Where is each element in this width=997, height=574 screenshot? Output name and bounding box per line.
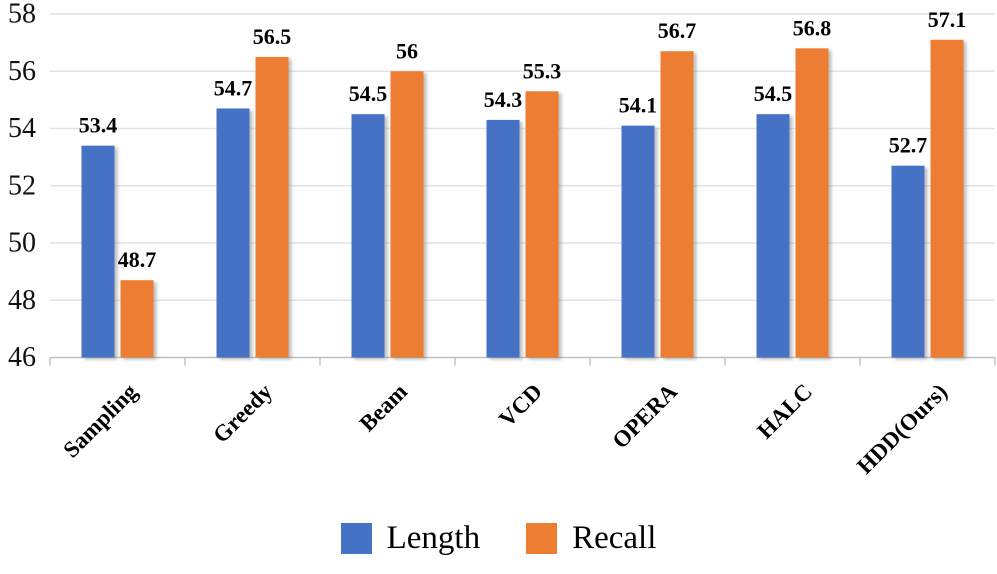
bar-recall-3 <box>525 91 559 358</box>
bar-recall-0 <box>120 280 154 358</box>
x-category-label-0: Sampling <box>58 379 142 463</box>
bar-length-6 <box>891 165 925 358</box>
bar-length-3 <box>486 119 520 358</box>
chart-legend: Length Recall <box>0 502 997 574</box>
x-category-label-2: Beam <box>355 379 412 436</box>
value-label-recall-0: 48.7 <box>118 247 157 272</box>
legend-swatch-recall <box>526 522 558 554</box>
value-label-recall-5: 56.8 <box>793 15 832 40</box>
x-category-label-6: HDD(Ours) <box>852 379 952 479</box>
y-tick-label: 56 <box>8 56 36 87</box>
value-label-recall-6: 57.1 <box>928 7 967 32</box>
y-tick-label: 58 <box>8 0 36 30</box>
bars <box>81 39 964 358</box>
value-label-length-6: 52.7 <box>889 133 928 158</box>
value-label-recall-1: 56.5 <box>253 24 292 49</box>
x-category-label-3: VCD <box>494 379 547 432</box>
bar-recall-1 <box>255 56 289 358</box>
y-tick-label: 54 <box>8 113 36 144</box>
bar-length-0 <box>81 145 115 358</box>
value-label-recall-2: 56 <box>396 38 418 63</box>
value-labels: 53.4 48.7 54.7 56.5 54.5 56 54.355.3 54.1 56.7 54… <box>79 7 967 272</box>
bar-length-2 <box>351 114 385 358</box>
bar-recall-2 <box>390 71 424 358</box>
legend-item-length: Length <box>340 519 481 556</box>
bar-length-5 <box>756 114 790 358</box>
y-tick-label: 46 <box>8 342 36 373</box>
legend-item-recall: Recall <box>526 519 657 556</box>
legend-swatch-length <box>340 522 372 554</box>
bar-length-4 <box>621 125 655 358</box>
value-label-length-0: 53.4 <box>79 113 118 138</box>
y-tick-label: 50 <box>8 228 36 259</box>
bar-recall-5 <box>795 48 829 358</box>
bar-recall-6 <box>930 39 964 358</box>
value-label-recall-3: 55.3 <box>523 58 562 83</box>
value-label-length-1: 54.7 <box>214 75 253 100</box>
x-category-label-5: HALC <box>752 379 817 444</box>
bar-recall-4 <box>660 51 694 358</box>
legend-label-recall: Recall <box>572 519 657 556</box>
value-label-recall-4: 56.7 <box>658 18 697 43</box>
legend-label-length: Length <box>386 519 481 556</box>
y-axis-tick-labels: 46 48 50 52 54 56 58 <box>8 0 36 373</box>
gridlines <box>50 13 995 301</box>
x-category-label-4: OPERA <box>607 379 682 454</box>
value-label-length-3: 54.3 <box>484 87 523 112</box>
value-label-length-4: 54.1 <box>619 93 658 118</box>
value-label-length-5: 54.5 <box>754 81 793 106</box>
y-tick-label: 48 <box>8 285 36 316</box>
bar-length-1 <box>216 108 250 358</box>
value-label-length-2: 54.5 <box>349 81 388 106</box>
x-category-labels: Sampling Greedy Beam VCD OPERA HALC HDD(Ours) <box>58 379 952 479</box>
x-axis <box>49 356 996 366</box>
x-category-label-1: Greedy <box>208 379 277 448</box>
chart-plot-area: 46 48 50 52 54 56 58 53.4 48.7 54.7 56.5 54.5 56 54.3… <box>8 0 996 479</box>
y-tick-label: 52 <box>8 170 36 201</box>
